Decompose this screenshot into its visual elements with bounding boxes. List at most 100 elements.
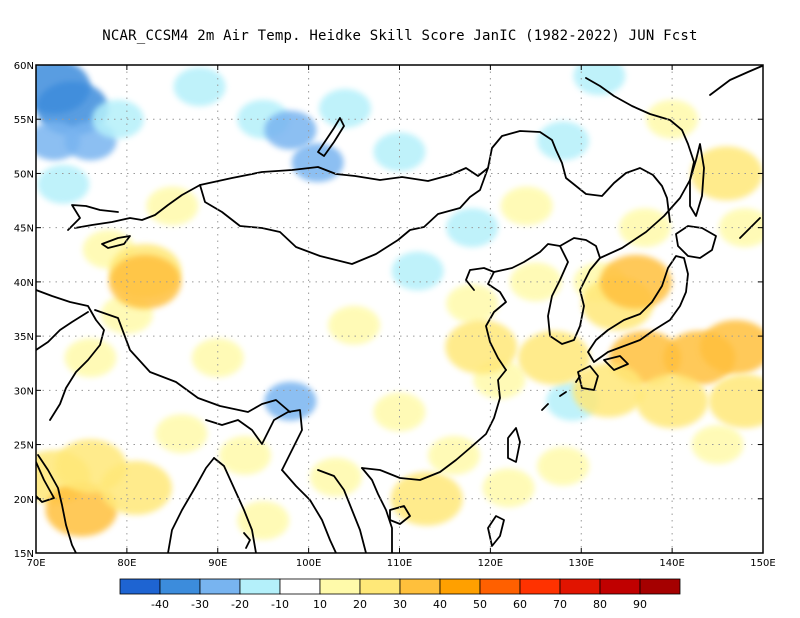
colorbar-label: 80	[593, 598, 607, 611]
colorbar-swatch	[199, 578, 241, 595]
field-patch	[500, 186, 553, 226]
field-patch	[146, 186, 199, 226]
lat-tick-label: 60N	[14, 61, 34, 72]
field-patch	[699, 320, 763, 374]
field-patch	[391, 251, 444, 291]
okhotsk-coast	[709, 65, 763, 96]
lake-balkhash	[101, 235, 131, 249]
field-patch	[445, 320, 518, 374]
lon-tick-label: 140E	[659, 558, 684, 569]
field-patch	[37, 164, 90, 204]
colorbar-swatch	[559, 578, 601, 595]
hokkaido	[675, 225, 717, 259]
field-patch	[36, 65, 91, 114]
china-south-coast	[361, 369, 507, 481]
colorbar-swatch	[279, 578, 321, 595]
field-patch	[482, 468, 535, 508]
lon-tick-label: 80E	[117, 558, 136, 569]
colorbar-swatch	[319, 578, 361, 595]
laos-border	[317, 469, 367, 553]
field-patch	[291, 143, 344, 183]
axis-ticks: 70E 80E 90E 100E 110E 120E 130E 140E 150E 15N 20N 2…	[14, 61, 776, 569]
sakhalin	[689, 143, 705, 217]
lon-tick-label: 100E	[296, 558, 321, 569]
map-panel: 70E 80E 90E 100E 110E 120E 130E 140E 150E 15N 20N 2…	[14, 61, 776, 569]
lon-tick-label: 70E	[26, 558, 45, 569]
colorbar-label: -20	[231, 598, 249, 611]
colorbar-swatch	[119, 578, 161, 595]
lat-tick-label: 55N	[14, 115, 34, 126]
coastlines-and-borders	[36, 65, 763, 553]
west-china-border	[74, 184, 201, 229]
field-patch	[618, 208, 671, 248]
ryukyu-islands	[541, 375, 581, 411]
colorbar-swatch	[479, 578, 521, 595]
lat-tick-label: 45N	[14, 224, 34, 235]
lat-tick-label: 40N	[14, 278, 34, 289]
colorbar: -40 -30 -20 -10 10 20 30 40 50 60 70 80 90	[119, 578, 681, 611]
colorbar-label: 70	[553, 598, 567, 611]
field-patch	[690, 146, 763, 201]
colorbar-swatch	[239, 578, 281, 595]
lake-baikal	[317, 117, 345, 157]
field-patch	[373, 132, 426, 172]
caspian-edge	[67, 204, 119, 231]
philippines-north	[487, 515, 505, 547]
india-east-coast	[167, 457, 215, 553]
field-patch	[109, 254, 182, 309]
far-east-coast	[585, 77, 695, 259]
field-patch	[646, 99, 699, 139]
vietnam-coast	[361, 467, 393, 553]
lon-tick-label: 150E	[750, 558, 775, 569]
field-patch	[100, 460, 172, 515]
field-patch	[428, 435, 480, 475]
field-patch	[718, 208, 763, 248]
colorbar-label: 40	[433, 598, 447, 611]
field-patch	[518, 330, 590, 385]
colorbar-label: 60	[513, 598, 527, 611]
field-patch	[446, 284, 499, 324]
lat-tick-label: 15N	[14, 549, 34, 560]
honshu	[587, 255, 689, 363]
lon-tick-label: 110E	[387, 558, 412, 569]
field-patch	[373, 392, 426, 432]
lon-tick-label: 90E	[208, 558, 227, 569]
shikoku	[603, 355, 629, 371]
field-patch	[45, 482, 118, 537]
map-title: NCAR_CCSM4 2m Air Temp. Heidke Skill Sco…	[102, 28, 698, 44]
kuril-islands	[739, 217, 761, 239]
sri-lanka-hint	[243, 532, 251, 549]
india-west-coast	[37, 454, 77, 553]
field-patch	[328, 305, 381, 345]
field-patch	[708, 374, 763, 429]
lat-lon-grid	[36, 65, 763, 553]
bohai-coast	[465, 267, 495, 291]
colorbar-label: 90	[633, 598, 647, 611]
china-east-coast	[485, 243, 561, 371]
lat-tick-label: 25N	[14, 441, 34, 452]
field-patch	[155, 414, 208, 454]
colorbar-label: -40	[151, 598, 169, 611]
indochina-borders	[281, 469, 337, 553]
field-patch	[173, 67, 226, 107]
colorbar-label: -30	[191, 598, 209, 611]
field-patch	[36, 121, 81, 161]
kyushu	[577, 365, 599, 391]
colorbar-swatch	[439, 578, 481, 595]
field-patch	[309, 457, 362, 497]
colorbar-label: 10	[313, 598, 327, 611]
hainan	[389, 505, 411, 525]
field-patch	[237, 501, 290, 540]
lon-tick-label: 120E	[478, 558, 503, 569]
field-patch	[691, 425, 744, 465]
northeast-border	[487, 130, 671, 223]
field-patch	[573, 65, 626, 96]
colorbar-swatch	[159, 578, 201, 595]
field-patch	[219, 435, 271, 475]
pakistan-border	[36, 289, 105, 421]
field-patch	[264, 381, 317, 421]
lat-tick-label: 50N	[14, 169, 34, 180]
field-patch	[264, 110, 317, 150]
colorbar-label: -10	[271, 598, 289, 611]
